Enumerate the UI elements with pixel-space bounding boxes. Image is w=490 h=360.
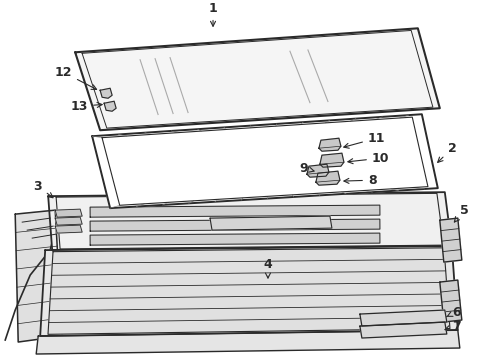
Polygon shape (102, 117, 428, 205)
Polygon shape (36, 330, 460, 354)
Polygon shape (316, 171, 340, 185)
Text: 5: 5 (454, 204, 468, 222)
Text: 8: 8 (344, 174, 376, 187)
Polygon shape (307, 164, 329, 177)
Polygon shape (90, 205, 380, 217)
Text: 9: 9 (299, 162, 314, 175)
Polygon shape (90, 233, 380, 245)
Polygon shape (100, 88, 112, 98)
Polygon shape (75, 28, 440, 130)
Text: 2: 2 (438, 142, 457, 162)
Polygon shape (320, 153, 344, 167)
Text: 6: 6 (446, 306, 461, 319)
Text: 3: 3 (34, 180, 53, 198)
Text: 4: 4 (264, 258, 272, 278)
Text: 12: 12 (55, 66, 97, 89)
Text: 10: 10 (348, 152, 390, 165)
Polygon shape (90, 219, 380, 231)
Polygon shape (319, 138, 341, 151)
Polygon shape (48, 192, 452, 250)
Polygon shape (360, 322, 447, 338)
Polygon shape (48, 248, 450, 334)
Polygon shape (92, 114, 438, 208)
Text: 11: 11 (344, 132, 385, 148)
Polygon shape (55, 209, 82, 217)
Text: 13: 13 (71, 100, 102, 113)
Polygon shape (440, 218, 462, 262)
Text: 7: 7 (445, 320, 461, 333)
Polygon shape (440, 280, 462, 322)
Polygon shape (15, 210, 62, 342)
Polygon shape (40, 246, 458, 336)
Text: 1: 1 (209, 2, 218, 26)
Polygon shape (55, 225, 82, 233)
Polygon shape (360, 310, 447, 326)
Polygon shape (210, 216, 332, 230)
Polygon shape (55, 217, 82, 225)
Polygon shape (104, 101, 116, 111)
